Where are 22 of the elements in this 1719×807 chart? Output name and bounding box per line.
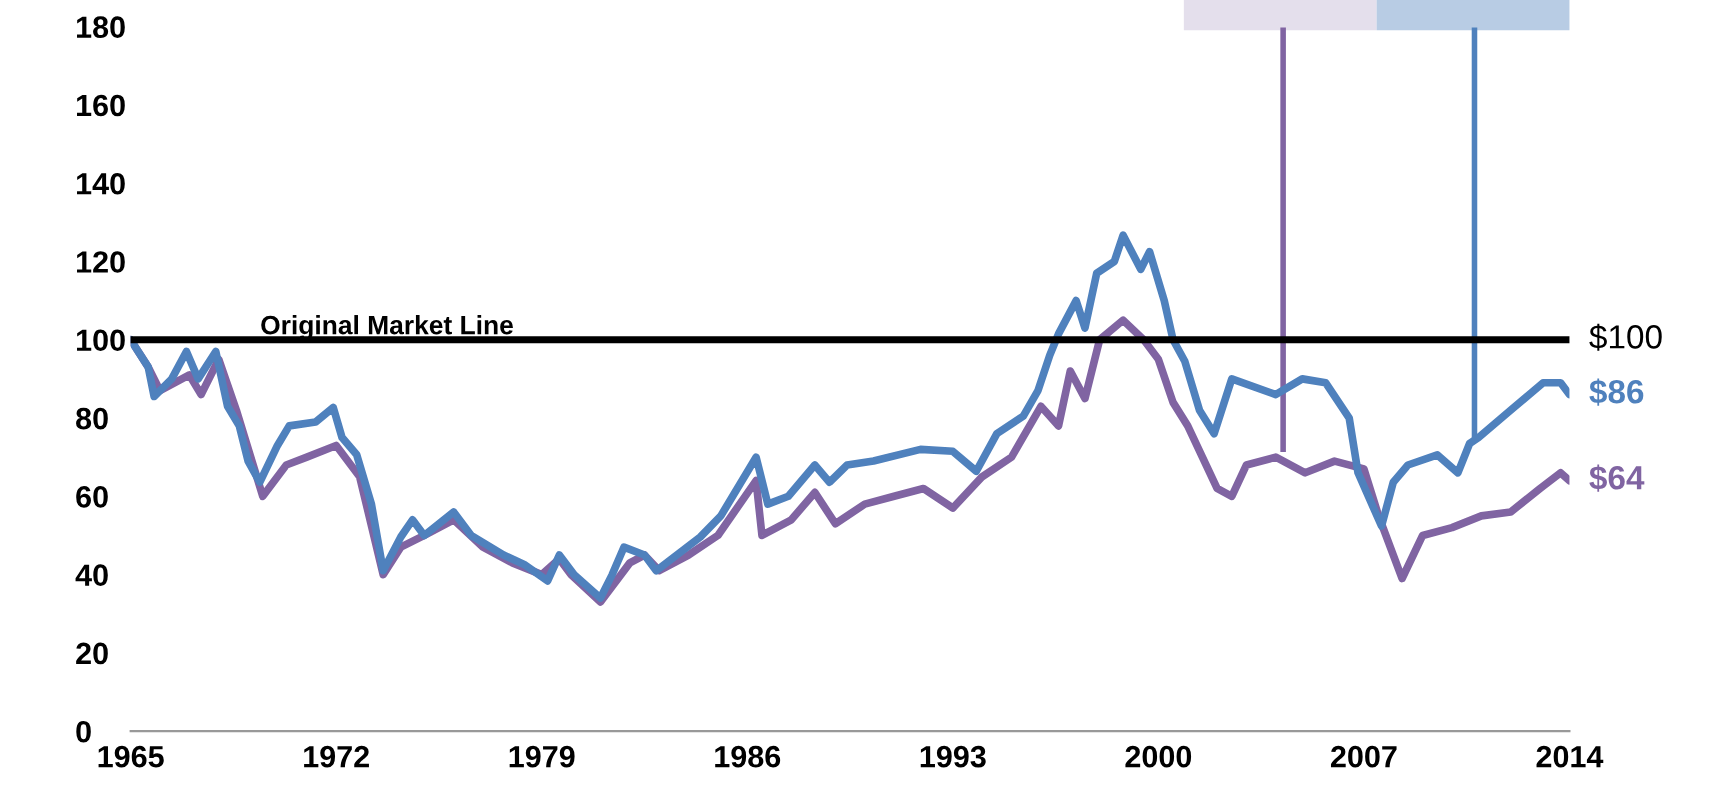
- x-tick-label: 1965: [98, 745, 164, 768]
- x-tick-label: 2007: [1330, 745, 1397, 768]
- x-tick-label: 1993: [920, 745, 986, 768]
- y-tick-label: 0: [76, 720, 91, 743]
- x-tick-label: 2014: [1536, 745, 1604, 768]
- x-tick-label: 1972: [304, 745, 369, 768]
- y-tick-label: 180: [77, 16, 125, 38]
- ref-line-label: Original Market Line: [261, 315, 513, 340]
- data-label: $64: [1589, 464, 1645, 492]
- y-tick-label: 80: [76, 407, 108, 430]
- y-tick-label: 40: [75, 564, 108, 586]
- x-tick-label: 1986: [715, 745, 781, 768]
- y-tick-label: 60: [76, 486, 108, 508]
- y-tick-label: 100: [77, 329, 125, 352]
- y-tick-label: 120: [77, 251, 125, 273]
- y-tick-label: 140: [77, 172, 125, 195]
- y-tick-label: 160: [77, 94, 125, 117]
- x-tick-label: 1979: [509, 745, 575, 768]
- annotation: $100: [1589, 323, 1662, 351]
- x-tick-label: 2000: [1125, 745, 1192, 768]
- y-tick-label: 20: [76, 642, 108, 665]
- data-label: $86: [1589, 378, 1644, 406]
